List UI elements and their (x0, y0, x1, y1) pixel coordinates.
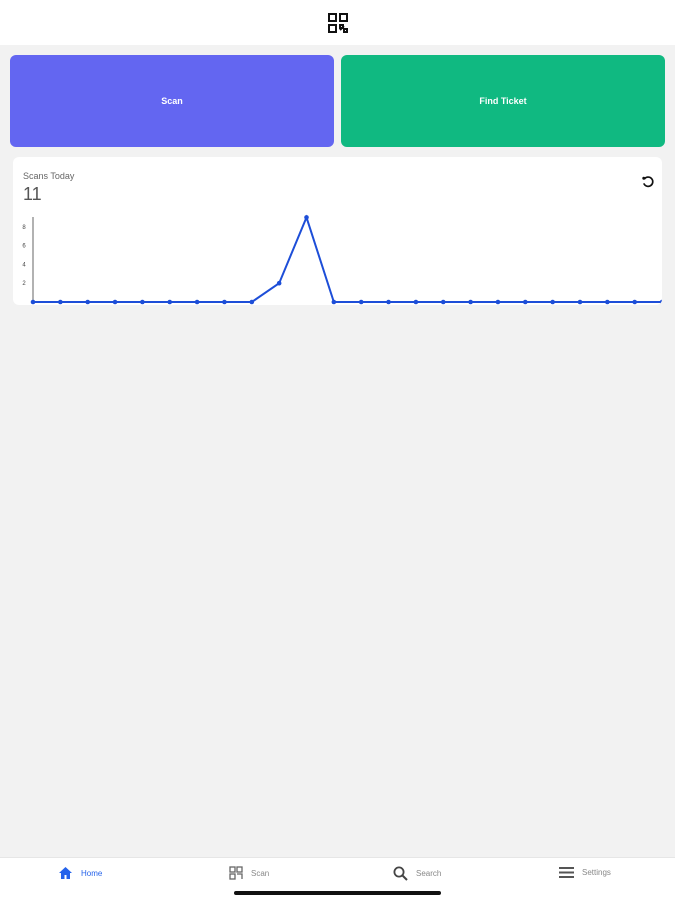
tab-settings-label: Settings (582, 868, 611, 877)
data-point (112, 299, 118, 305)
data-point (440, 299, 446, 305)
tab-search[interactable]: Search (393, 866, 441, 881)
home-indicator (234, 891, 441, 895)
find-ticket-button[interactable]: Find Ticket (341, 55, 665, 147)
data-point (605, 299, 610, 305)
home-icon (59, 867, 72, 879)
data-point (58, 299, 63, 305)
y-tick-label: 8 (22, 225, 26, 231)
data-point (632, 299, 637, 305)
tab-settings[interactable]: Settings (559, 866, 611, 879)
data-point (495, 299, 501, 305)
data-point (523, 299, 528, 305)
data-point (276, 280, 282, 286)
tab-home[interactable]: Home (58, 866, 102, 880)
tab-scan[interactable]: Scan (229, 866, 269, 880)
qr-code-icon (327, 12, 348, 33)
data-point (550, 299, 555, 305)
scans-today-card: Scans Today 11 2 4 6 8 (13, 157, 662, 305)
data-point (358, 299, 364, 305)
card-title: Scans Today (23, 171, 75, 181)
y-tick-label: 4 (22, 262, 26, 268)
scans-count: 11 (23, 184, 42, 204)
scan-button[interactable]: Scan (10, 55, 334, 147)
data-point (331, 299, 337, 305)
data-point (167, 299, 173, 305)
data-point (413, 299, 419, 305)
data-point (659, 299, 662, 305)
tab-scan-label: Scan (251, 868, 270, 878)
y-tick-label: 6 (22, 244, 26, 250)
scan-button-label: Scan (161, 96, 183, 106)
data-point (140, 299, 145, 305)
scans-chart: 2 4 6 8 (22, 214, 662, 305)
menu-icon (559, 867, 574, 878)
tab-search-label: Search (416, 869, 442, 878)
data-point (386, 299, 391, 305)
y-tick-label: 2 (22, 281, 26, 287)
tab-bar (0, 857, 675, 900)
data-point (222, 299, 227, 305)
data-point (194, 299, 200, 305)
data-point (304, 215, 309, 220)
data-point (249, 299, 255, 305)
data-point (30, 299, 36, 305)
find-ticket-button-label: Find Ticket (479, 96, 527, 106)
refresh-icon[interactable] (641, 175, 654, 188)
series-line (33, 214, 662, 303)
data-point (468, 299, 473, 305)
data-point (85, 299, 90, 305)
search-icon (393, 866, 408, 881)
data-point (577, 299, 583, 305)
tab-home-label: Home (81, 868, 103, 878)
header (0, 0, 675, 45)
qr-code-icon (229, 866, 243, 880)
